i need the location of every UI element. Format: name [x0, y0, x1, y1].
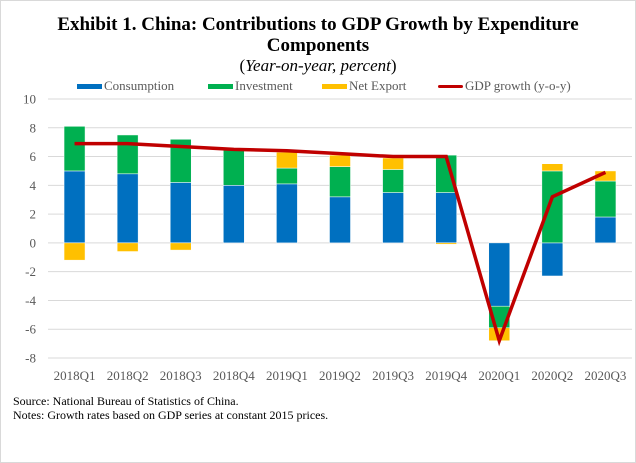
chart-title-line-1: Exhibit 1. China: Contributions to GDP G…	[57, 14, 579, 35]
legend-label-net-export: Net Export	[349, 78, 407, 93]
bar-consumption	[382, 192, 404, 244]
y-tick-label: -6	[25, 322, 36, 337]
bar-investment	[329, 166, 351, 198]
y-tick-label: 2	[30, 207, 37, 222]
bars	[63, 126, 617, 341]
x-tick-label: 2020Q1	[478, 368, 520, 383]
subtitle-italic: Year-on-year, percent	[245, 56, 391, 75]
x-tick-label: 2020Q2	[531, 368, 573, 383]
chart-subtitle: (Year-on-year, percent)	[0, 56, 636, 76]
legend-swatch-investment	[208, 83, 233, 89]
chart-title-line-2: Components	[266, 35, 370, 56]
x-tick-label: 2020Q3	[585, 368, 627, 383]
bar-net-export	[329, 154, 351, 167]
x-tick-label: 2019Q2	[319, 368, 361, 383]
x-tick-label: 2018Q2	[107, 368, 149, 383]
bar-consumption	[276, 183, 298, 244]
bar-investment	[169, 139, 192, 183]
legend-item-gdp-growth: GDP growth (y-o-y)	[438, 78, 571, 94]
x-tick-label: 2019Q4	[425, 368, 467, 383]
bar-consumption	[223, 185, 245, 244]
bar-consumption	[435, 192, 457, 244]
bar-consumption	[63, 170, 86, 244]
subtitle-open: (	[239, 56, 246, 75]
bar-consumption	[488, 242, 511, 307]
bar-consumption	[116, 173, 139, 244]
bar-investment	[541, 170, 564, 244]
x-tick-label: 2018Q3	[160, 368, 202, 383]
x-tick-label: 2018Q1	[54, 368, 96, 383]
bar-net-export	[435, 242, 457, 245]
x-tick-label: 2019Q3	[372, 368, 414, 383]
gdp-line-layer	[74, 141, 607, 347]
bar-consumption	[329, 196, 351, 244]
legend-swatch-consumption	[77, 83, 102, 89]
y-tick-label: -8	[25, 351, 36, 366]
bar-consumption	[594, 216, 617, 244]
y-tick-label: 0	[30, 235, 37, 250]
legend-label-investment: Investment	[235, 78, 293, 93]
x-tick-label: 2018Q4	[213, 368, 255, 383]
x-tick-label: 2019Q1	[266, 368, 308, 383]
y-tick-label: -4	[25, 293, 36, 308]
subtitle-close: )	[390, 56, 397, 75]
bar-net-export	[63, 242, 86, 261]
y-tick-label: 6	[30, 149, 37, 164]
y-tick-label: 4	[30, 178, 37, 193]
y-tick-labels: 10 8 6 4 2 0 -2 -4 -6 -8	[23, 92, 37, 366]
y-tick-label: -2	[25, 264, 36, 279]
bar-net-export	[116, 242, 139, 252]
bar-investment	[63, 126, 86, 172]
legend-label-consumption: Consumption	[104, 78, 175, 93]
legend-label-gdp-growth: GDP growth (y-o-y)	[465, 78, 571, 93]
bar-consumption	[541, 242, 564, 277]
legend-item-net-export: Net Export	[322, 78, 406, 94]
legend-item-consumption: Consumption	[77, 78, 174, 94]
bar-investment	[223, 149, 245, 186]
bar-investment	[382, 169, 404, 193]
bar-net-export	[382, 157, 404, 170]
bar-net-export	[169, 242, 192, 251]
notes-text: Notes: Growth rates based on GDP series …	[13, 408, 329, 422]
source-note: Source: National Bureau of Statistics of…	[13, 394, 239, 408]
y-tick-label: 8	[30, 120, 37, 135]
y-tick-label: 10	[23, 92, 36, 107]
bar-net-export	[541, 163, 564, 172]
legend-swatch-gdp-growth	[438, 84, 463, 88]
bar-investment	[276, 167, 298, 185]
bar-net-export	[276, 151, 298, 169]
legend-item-investment: Investment	[208, 78, 293, 94]
x-tick-labels: 2018Q1 2018Q2 2018Q3 2018Q4 2019Q1 2019Q2 2019…	[54, 368, 627, 383]
legend: Consumption Investment Net Export GDP gr…	[0, 78, 636, 94]
legend-swatch-net-export	[322, 83, 347, 89]
bar-consumption	[169, 182, 192, 244]
bar-investment	[116, 134, 139, 175]
bar-investment	[594, 180, 617, 218]
